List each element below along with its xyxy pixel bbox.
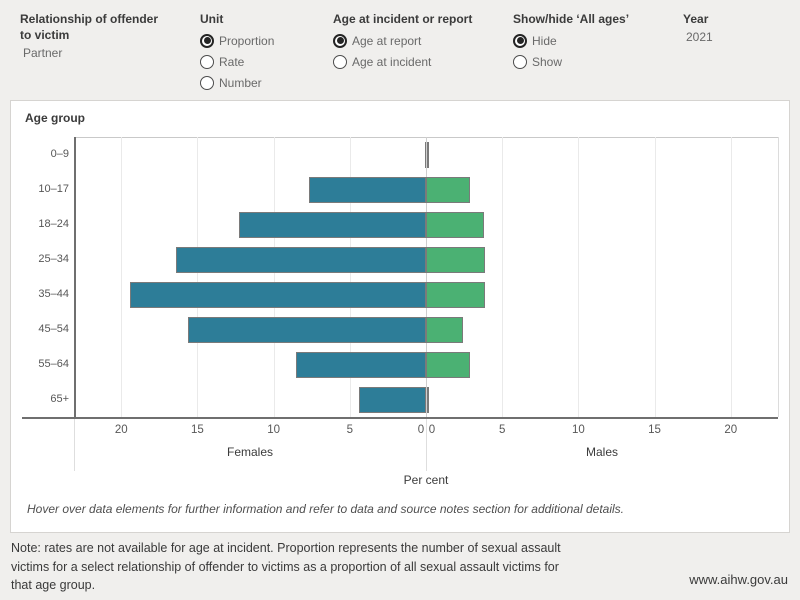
radio-option-label: Show xyxy=(532,54,563,69)
filter-unit-label: Unit xyxy=(200,12,224,26)
radio-option-age-at-report[interactable]: Age at report xyxy=(333,30,472,51)
radio-option-age-at-incident[interactable]: Age at incident xyxy=(333,51,472,72)
filter-year-label: Year xyxy=(683,12,709,26)
radio-option-label: Hide xyxy=(532,33,557,48)
x-axis-tick: 15 xyxy=(648,424,661,436)
filter-show-hide-label: Show/hide ‘All ages’ xyxy=(513,12,630,26)
bar-males-55-64[interactable] xyxy=(426,351,471,378)
x-axis-tick: 20 xyxy=(114,424,128,436)
y-axis-line xyxy=(74,137,76,417)
footnote-line: Note: rates are not available for age at… xyxy=(11,541,561,555)
radio-option-number[interactable]: Number xyxy=(200,72,274,93)
radio-selected-icon[interactable] xyxy=(333,33,347,48)
y-axis-label: 45–54 xyxy=(38,322,69,335)
radio-selected-icon[interactable] xyxy=(200,33,214,48)
radio-unselected-icon[interactable] xyxy=(333,54,347,69)
zero-gridline xyxy=(426,137,427,417)
bar-females-55-64[interactable] xyxy=(296,351,426,378)
radio-option-label: Age at incident xyxy=(352,54,432,69)
axis-pane-separator xyxy=(74,419,75,471)
bar-males-18-24[interactable] xyxy=(426,211,484,238)
gridline xyxy=(502,137,504,417)
hover-instruction-text: Hover over data elements for further inf… xyxy=(27,502,624,516)
bar-females-35-44[interactable] xyxy=(130,281,426,308)
y-axis-label: 18–24 xyxy=(38,217,69,230)
bar-males-0-9[interactable] xyxy=(427,141,429,168)
gridline xyxy=(121,137,123,417)
footnote-line: that age group. xyxy=(11,578,96,592)
y-axis-label: 25–34 xyxy=(38,252,69,265)
footnote-line: victims for a select relationship of off… xyxy=(11,559,559,574)
filter-year: Year 2021 xyxy=(683,11,713,45)
radio-unselected-icon[interactable] xyxy=(200,75,214,90)
x-axis-tick-females-0: 0 xyxy=(417,424,425,436)
x-axis-tick: 5 xyxy=(346,424,353,436)
axis-label-males: Males xyxy=(585,445,619,459)
radio-option-rate[interactable]: Rate xyxy=(200,51,274,72)
website-url: www.aihw.gov.au xyxy=(689,572,788,587)
radio-option-label: Number xyxy=(219,75,262,90)
x-axis-line xyxy=(22,417,778,419)
footnote: Note: rates are not available for age at… xyxy=(11,539,561,595)
axis-pane-separator xyxy=(426,419,427,471)
bar-males-45-54[interactable] xyxy=(426,316,463,343)
filter-bar: Relationship of offender to victim Partn… xyxy=(0,0,800,96)
age-basis-radio-group: Age at report Age at incident xyxy=(333,30,472,72)
y-axis-label: 10–17 xyxy=(38,182,69,195)
filter-relationship-label: Relationship of offender to victim xyxy=(20,11,158,43)
y-axis-label: 35–44 xyxy=(38,287,69,300)
bar-males-65plus[interactable] xyxy=(427,386,429,413)
filter-age-basis: Age at incident or report Age at report A… xyxy=(333,11,472,72)
chart-panel: Age group 0–9 10–17 18–24 25–34 35–44 45–54 55… xyxy=(10,100,790,533)
pyramid-chart: 0–9 10–17 18–24 25–34 35–44 45–54 55–64 65+ 0 0 5 5… xyxy=(11,101,789,532)
radio-option-show[interactable]: Show xyxy=(513,51,629,72)
show-hide-radio-group: Hide Show xyxy=(513,30,629,72)
filter-relationship: Relationship of offender to victim Partn… xyxy=(20,11,158,61)
radio-option-proportion[interactable]: Proportion xyxy=(200,30,274,51)
radio-option-hide[interactable]: Hide xyxy=(513,30,629,51)
filter-show-hide-all-ages: Show/hide ‘All ages’ Hide Show xyxy=(513,11,629,72)
bar-females-18-24[interactable] xyxy=(238,211,426,238)
plot-right-border xyxy=(778,137,779,417)
bar-males-25-34[interactable] xyxy=(426,246,486,273)
bar-males-10-17[interactable] xyxy=(426,176,471,203)
x-axis-tick: 5 xyxy=(498,424,506,436)
bar-females-0-9[interactable] xyxy=(424,141,426,168)
unit-radio-group: Proportion Rate Number xyxy=(200,30,274,93)
x-axis-tick: 15 xyxy=(191,424,204,436)
gridline xyxy=(578,137,580,417)
radio-selected-icon[interactable] xyxy=(513,33,527,48)
x-axis-tick: 20 xyxy=(724,424,738,436)
filter-relationship-label-line2: to victim xyxy=(20,28,70,42)
radio-option-label: Rate xyxy=(219,54,245,69)
filter-relationship-label-line1: Relationship of offender xyxy=(20,12,158,26)
axis-label-females: Females xyxy=(226,445,274,459)
filter-age-basis-label: Age at incident or report xyxy=(333,12,473,26)
bar-females-65plus[interactable] xyxy=(358,386,426,413)
y-axis-label: 55–64 xyxy=(38,357,69,370)
gridline xyxy=(349,137,351,417)
filter-relationship-value[interactable]: Partner xyxy=(23,46,63,60)
gridline xyxy=(730,137,732,417)
radio-option-label: Proportion xyxy=(219,33,275,48)
bar-males-35-44[interactable] xyxy=(426,281,486,308)
radio-unselected-icon[interactable] xyxy=(513,54,527,69)
x-axis-tick: 10 xyxy=(267,424,281,436)
bar-females-10-17[interactable] xyxy=(308,176,426,203)
radio-unselected-icon[interactable] xyxy=(200,54,214,69)
x-axis-tick: 10 xyxy=(571,424,585,436)
y-axis-label: 0–9 xyxy=(50,147,69,160)
bar-females-45-54[interactable] xyxy=(188,316,426,343)
radio-option-label: Age at report xyxy=(352,33,422,48)
chart-title: Age group xyxy=(25,111,85,125)
gridline xyxy=(654,137,656,417)
gridline xyxy=(197,137,199,417)
bar-females-25-34[interactable] xyxy=(176,246,426,273)
axis-label-per-cent: Per cent xyxy=(403,473,449,487)
x-axis-tick-males-0: 0 xyxy=(428,424,436,436)
gridline xyxy=(273,137,275,417)
filter-year-value[interactable]: 2021 xyxy=(686,30,713,44)
filter-unit: Unit Proportion Rate Number xyxy=(200,11,274,93)
y-axis-label: 65+ xyxy=(50,392,69,405)
